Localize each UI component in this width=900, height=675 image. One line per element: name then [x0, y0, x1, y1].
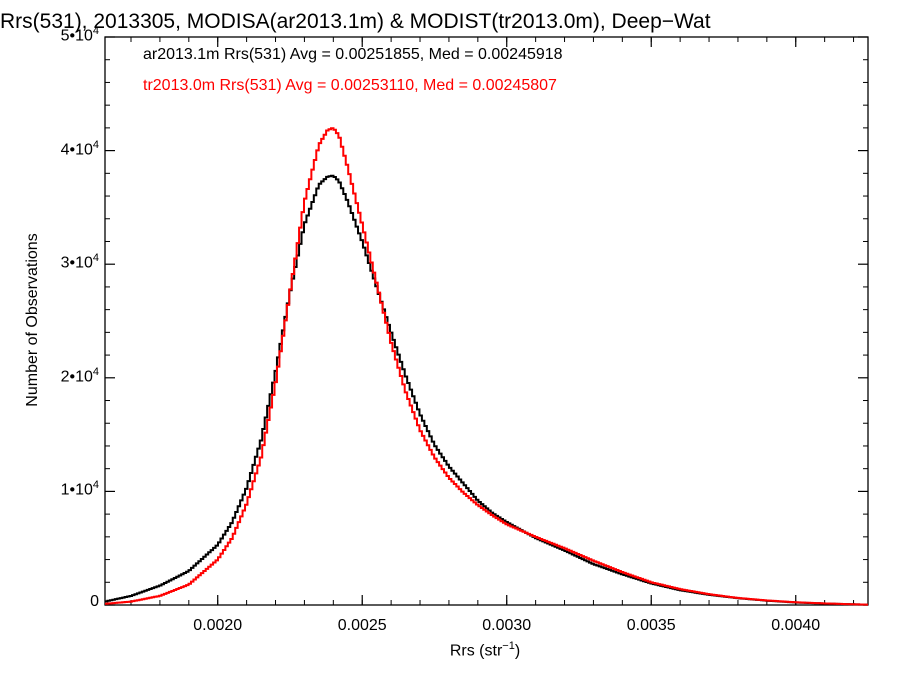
legend-entry-black: ar2013.1m Rrs(531) Avg = 0.00251855, Med…	[143, 46, 563, 63]
y-tick-label-base: 5•10	[60, 27, 93, 45]
x-axis-label: Rrs (str−1)	[0, 640, 900, 660]
y-tick-label-base: 0	[90, 593, 99, 610]
y-tick-label: 5•104	[0, 25, 99, 45]
x-axis-label-text: Rrs (str	[449, 642, 503, 660]
y-tick-label-base: 1•10	[60, 481, 93, 499]
x-tick-label: 0.0040	[771, 617, 820, 634]
x-axis-label-close: )	[514, 642, 521, 660]
y-tick-label-exponent: 4	[92, 25, 99, 37]
y-tick-label-exponent: 4	[92, 252, 99, 265]
x-tick-label: 0.0025	[338, 617, 387, 634]
x-axis-label-exponent: −1	[502, 640, 515, 652]
y-tick-label: 2•104	[0, 366, 99, 386]
y-tick-label-exponent: 4	[92, 479, 99, 492]
y-tick-label-base: 3•10	[60, 254, 93, 272]
y-tick-label-exponent: 4	[92, 365, 99, 378]
y-tick-label-base: 4•10	[60, 140, 93, 158]
y-tick-label: 1•104	[0, 479, 99, 499]
y-tick-label-base: 2•10	[60, 368, 93, 386]
y-tick-label-exponent: 4	[92, 138, 99, 151]
y-tick-label: 3•104	[0, 252, 99, 272]
x-tick-label: 0.0030	[482, 617, 531, 634]
x-tick-label: 0.0035	[627, 617, 676, 634]
x-tick-label: 0.0020	[193, 617, 242, 634]
series-1-histogram-line	[105, 127, 868, 606]
plot-frame	[104, 36, 869, 606]
chart-title: Rrs(531), 2013305, MODISA(ar2013.1m) & M…	[0, 10, 711, 33]
legend-entry-red: tr2013.0m Rrs(531) Avg = 0.00253110, Med…	[143, 77, 557, 94]
series-0-histogram-line	[105, 174, 868, 606]
y-tick-label: 4•104	[0, 139, 99, 159]
y-tick-label: 0	[0, 593, 99, 611]
